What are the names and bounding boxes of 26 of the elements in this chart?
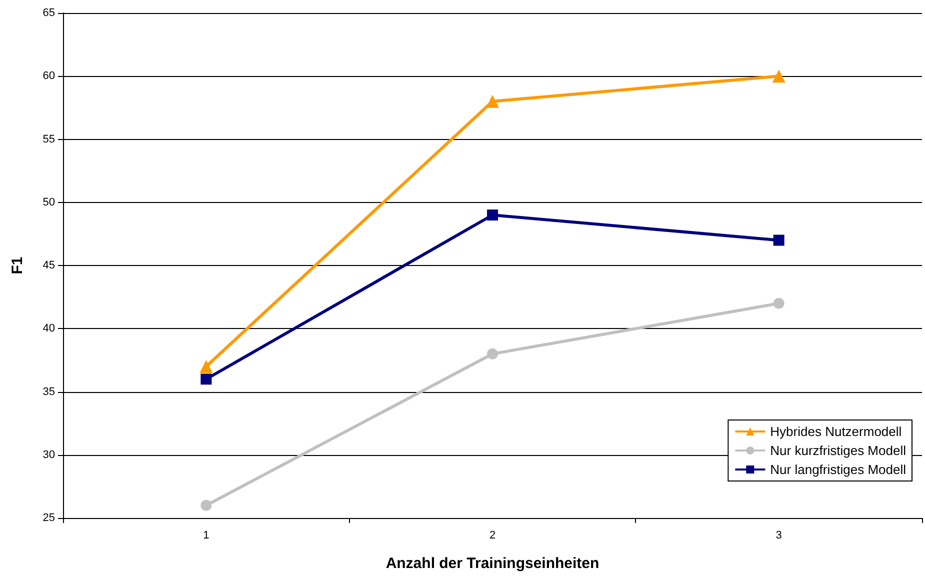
y-tick-label: 25 [42,512,55,524]
y-tick-label: 35 [42,386,55,398]
point [200,500,212,511]
y-tick-label: 50 [42,196,55,208]
y-tick-label: 40 [42,322,55,335]
point [200,360,213,373]
x-tick-label: 3 [776,530,782,542]
y-tick-label: 45 [42,260,55,272]
point [772,70,786,83]
point [487,210,498,220]
y-tick-label: 55 [42,133,55,146]
legend-label: Hybrides Nutzermodell [770,424,902,439]
y-tick-label: 60 [42,70,55,82]
point [200,374,212,385]
point [487,348,498,360]
point [773,234,784,246]
x-tick-label: 2 [489,530,496,542]
y-tick-label: 30 [42,448,55,461]
point [486,94,499,108]
legend-label: Nur langfristiges Modell [770,462,906,477]
x-tick-label: 1 [203,530,210,542]
legend-label: Nur kurzfristiges Modell [770,443,906,458]
point [773,298,784,309]
x-axis-title: Anzahl der Trainingseinheiten [386,555,600,572]
y-tick-label: 65 [42,7,55,19]
y-axis-title: F1 [9,256,26,274]
